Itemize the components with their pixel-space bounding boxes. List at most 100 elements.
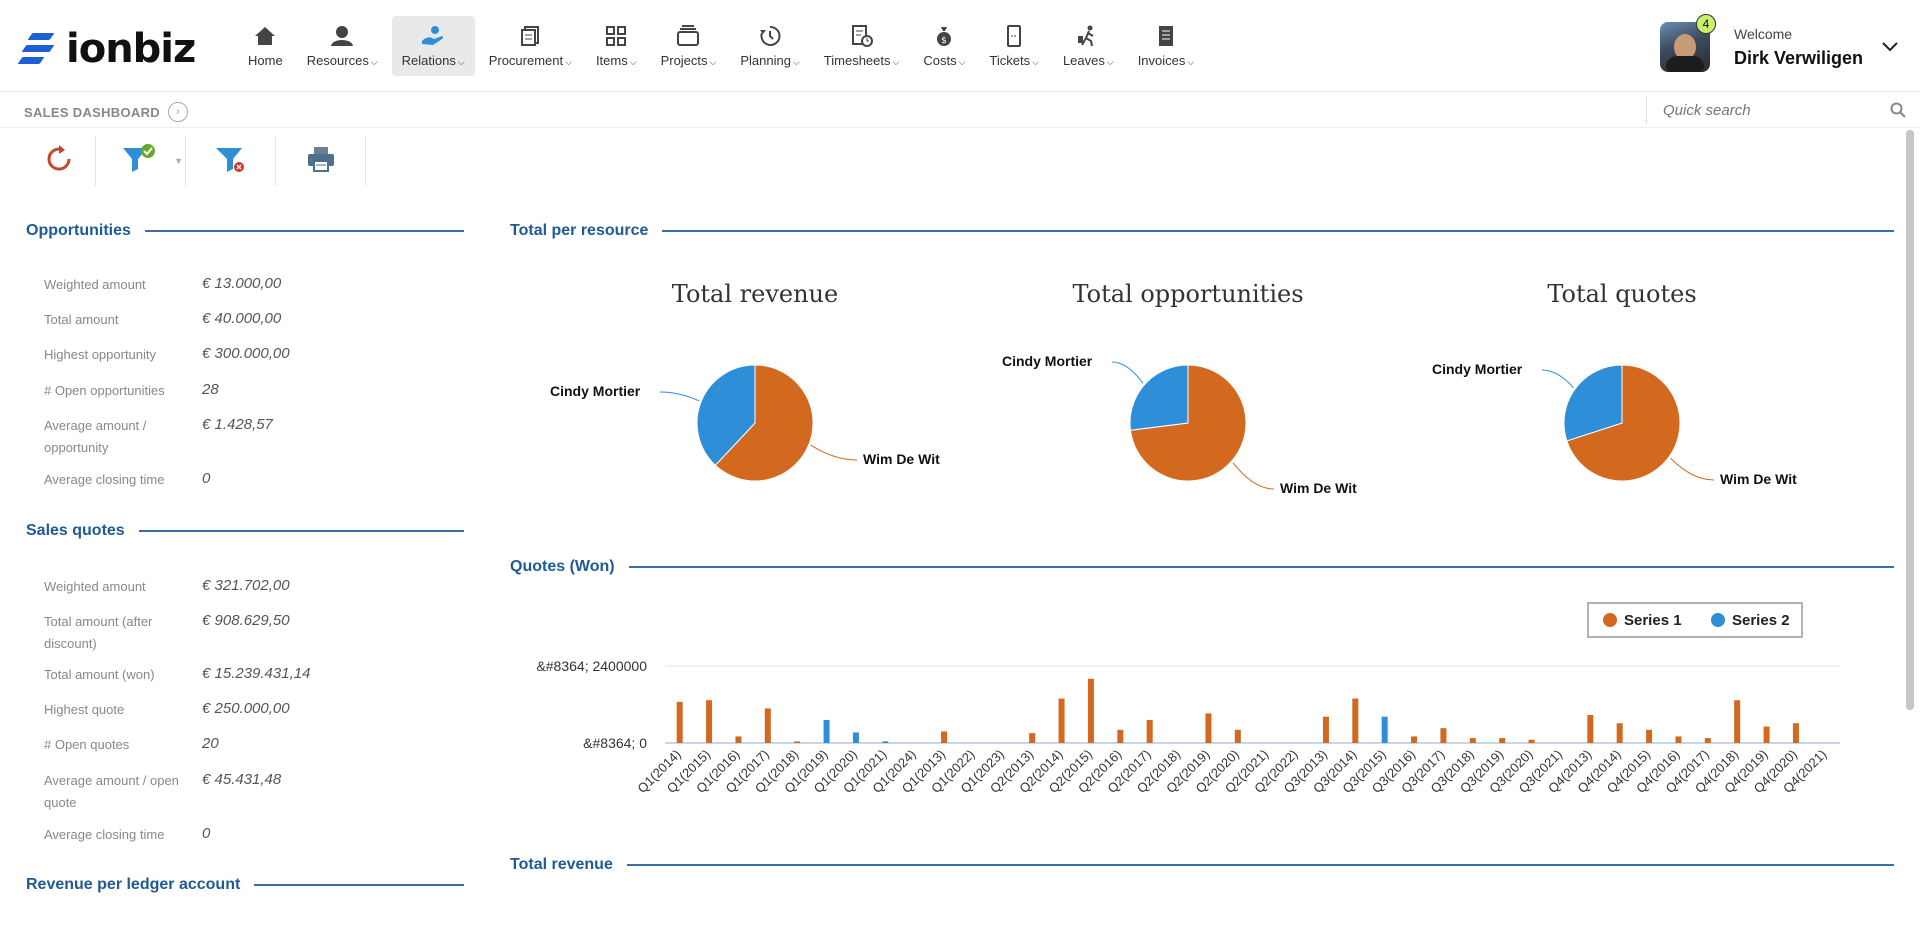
pie-slice[interactable] xyxy=(696,364,756,466)
bar[interactable] xyxy=(735,736,742,743)
nav-projects[interactable]: Projects ⌵ xyxy=(651,16,727,76)
kv-value: € 250.000,00 xyxy=(202,700,290,717)
bar[interactable] xyxy=(1205,713,1212,743)
legend-label[interactable]: Series 1 xyxy=(1624,612,1682,629)
bar[interactable] xyxy=(1440,728,1447,743)
projects-icon xyxy=(675,24,701,48)
bar[interactable] xyxy=(1117,729,1124,743)
bar[interactable] xyxy=(764,708,771,743)
chevron-down-icon: ⌵ xyxy=(1032,57,1039,67)
pie-slice[interactable] xyxy=(1566,364,1681,482)
scrollbar-thumb[interactable] xyxy=(1906,130,1914,710)
bar[interactable] xyxy=(941,731,948,743)
nav-items[interactable]: Items ⌵ xyxy=(586,16,647,76)
bar[interactable] xyxy=(1322,716,1329,743)
timesheets-icon xyxy=(849,24,875,48)
chevron-right-icon[interactable]: › xyxy=(167,102,188,122)
nav-invoices[interactable]: Invoices ⌵ xyxy=(1128,16,1205,76)
bar[interactable] xyxy=(1234,729,1241,743)
bar[interactable] xyxy=(1587,715,1594,743)
chevron-down-icon: ⌵ xyxy=(565,57,572,67)
planning-icon xyxy=(757,24,783,48)
clear-filter-button[interactable] xyxy=(186,136,276,186)
bar[interactable] xyxy=(1528,739,1535,743)
kv-label: Average amount / open quote xyxy=(44,773,179,810)
bar[interactable] xyxy=(1646,729,1653,743)
items-icon xyxy=(603,24,629,48)
kv-value: € 321.702,00 xyxy=(202,577,290,594)
bar[interactable] xyxy=(1792,723,1799,743)
nav-procurement[interactable]: Procurement ⌵ xyxy=(479,16,582,76)
total-revenue-header: Total revenue xyxy=(510,856,1894,874)
nav-resources[interactable]: Resources ⌵ xyxy=(297,16,388,76)
nav-timesheets[interactable]: Timesheets ⌵ xyxy=(814,16,910,76)
resources-icon xyxy=(329,24,355,48)
bar[interactable] xyxy=(794,741,801,743)
relations-icon xyxy=(420,24,446,48)
bar[interactable] xyxy=(1352,698,1359,743)
bar[interactable] xyxy=(1616,723,1623,743)
scrollbar[interactable] xyxy=(1906,130,1914,710)
bar[interactable] xyxy=(1763,726,1770,743)
user-name: Dirk Verwiligen xyxy=(1734,47,1864,68)
refresh-icon xyxy=(43,143,75,180)
tickets-icon xyxy=(1001,24,1027,48)
bar[interactable] xyxy=(1146,719,1153,743)
logo-text: ionbiz xyxy=(66,26,196,72)
bar[interactable] xyxy=(1381,716,1388,743)
kv-label: Average closing time xyxy=(44,827,165,842)
bar[interactable] xyxy=(1675,736,1682,743)
costs-icon: $ xyxy=(931,24,957,48)
bar[interactable] xyxy=(1411,736,1418,743)
apply-filter-button[interactable]: ▼ xyxy=(96,136,186,186)
nav-planning[interactable]: Planning ⌵ xyxy=(730,16,809,76)
nav-label: Relations ⌵ xyxy=(401,53,465,68)
kv-label: Total amount (after discount) xyxy=(44,614,153,651)
nav-relations[interactable]: Relations ⌵ xyxy=(391,16,475,76)
logo-icon xyxy=(17,31,58,67)
nav-tickets[interactable]: Tickets ⌵ xyxy=(979,16,1049,76)
pie-label: Wim De Wit xyxy=(1280,480,1357,496)
nav-home[interactable]: Home xyxy=(238,16,293,76)
pie-connector xyxy=(810,444,858,461)
print-button[interactable] xyxy=(276,136,366,186)
bar[interactable] xyxy=(1029,733,1036,743)
bar[interactable] xyxy=(823,719,830,743)
refresh-button[interactable] xyxy=(22,136,96,186)
nav-costs[interactable]: $ Costs ⌵ xyxy=(913,16,975,76)
pie-connector xyxy=(1541,369,1574,389)
bar[interactable] xyxy=(676,701,683,743)
sales-quotes-header: Sales quotes xyxy=(26,522,464,540)
search-input[interactable] xyxy=(1647,96,1847,124)
bar[interactable] xyxy=(1058,698,1065,743)
kv-value: 0 xyxy=(202,825,211,842)
kv-label: Highest opportunity xyxy=(44,347,157,362)
bar[interactable] xyxy=(852,732,859,743)
pie-slice[interactable] xyxy=(1129,364,1189,431)
chevron-down-icon: ⌵ xyxy=(958,57,966,67)
bar[interactable] xyxy=(706,700,713,743)
pie-slice[interactable] xyxy=(1563,364,1623,442)
chevron-down-icon[interactable] xyxy=(1882,36,1898,57)
bar[interactable] xyxy=(1499,738,1506,743)
user-menu[interactable]: 4 Welcome Dirk Verwiligen xyxy=(1660,14,1898,72)
pie-connector xyxy=(1111,361,1144,384)
kv-label: Highest quote xyxy=(44,702,125,717)
bar[interactable] xyxy=(882,741,889,743)
search-icon[interactable] xyxy=(1890,102,1906,123)
nav-label: Leaves ⌵ xyxy=(1062,53,1114,68)
nav-leaves[interactable]: Leaves ⌵ xyxy=(1053,16,1124,76)
y-tick-label: &#8364; 0 xyxy=(583,735,647,751)
bar[interactable] xyxy=(1469,738,1476,743)
bar[interactable] xyxy=(1704,738,1711,743)
app-logo[interactable]: ionbiz xyxy=(17,26,196,72)
dropdown-caret-icon[interactable]: ▼ xyxy=(174,156,183,166)
kv-label: Average closing time xyxy=(44,472,165,487)
section-title: Total per resource xyxy=(510,222,649,239)
bar[interactable] xyxy=(1087,678,1094,743)
avatar[interactable]: 4 xyxy=(1660,14,1716,72)
legend-label[interactable]: Series 2 xyxy=(1732,612,1790,629)
pie-slice[interactable] xyxy=(714,364,814,482)
bar[interactable] xyxy=(1734,700,1741,743)
notification-badge[interactable]: 4 xyxy=(1696,14,1716,34)
